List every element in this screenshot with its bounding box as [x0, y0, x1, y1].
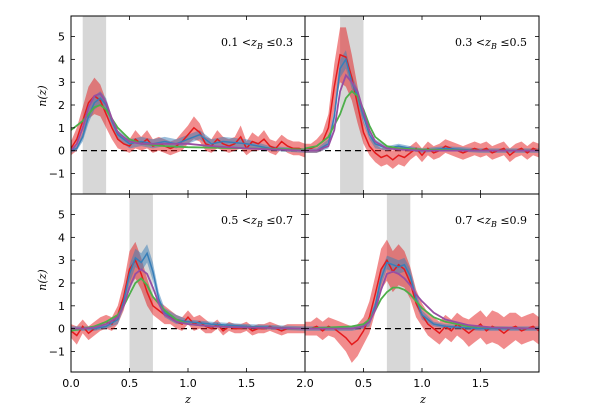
y-axis-label-bottom: n(z) [36, 269, 49, 290]
x-tick-label: 0.5 [121, 377, 139, 390]
y-tick-label: 0 [58, 145, 65, 158]
panel-title: 0.5 <zB ≤0.7 [221, 214, 293, 229]
y-tick-label: 2 [58, 99, 65, 112]
panel-3: 0.5 <zB ≤0.7 [70, 193, 306, 373]
y-tick-label: 3 [58, 254, 65, 267]
y-tick-label: 1 [58, 122, 65, 135]
purple-series-line [71, 268, 305, 330]
y-tick-label: 4 [58, 53, 65, 66]
panels: 0.1 <zB ≤0.3 0.3 <zB ≤0.5 0.5 <zB ≤0.7 0.7 … [70, 15, 540, 373]
y-tick-label: −1 [49, 345, 65, 358]
y-tick-label: 5 [58, 31, 65, 44]
purple-series-line [305, 270, 539, 330]
y-tick-label: 0 [58, 323, 65, 336]
blue-error-band [71, 244, 305, 331]
y-tick-label: 3 [58, 76, 65, 89]
green-series-line [71, 103, 305, 151]
x-tick-label: 0.5 [355, 377, 373, 390]
panel-4: 0.7 <zB ≤0.9 [304, 193, 540, 373]
y-tick-label: 1 [58, 300, 65, 313]
y-axis-label-top: n(z) [36, 85, 49, 106]
panel-2: 0.3 <zB ≤0.5 [304, 15, 540, 195]
x-tick-label: 1.5 [238, 377, 256, 390]
tick-labels: 5 4 3 2 1 0 −1 5 4 3 2 1 0 −1 0.0 0.5 1.0 1.5 2.0 0.5 1.0 1.5 [49, 31, 489, 390]
purple-series-line [305, 73, 539, 152]
panel-1: 0.1 <zB ≤0.3 [70, 15, 306, 195]
x-tick-label: 1.0 [179, 377, 197, 390]
panel-title: 0.1 <zB ≤0.3 [221, 36, 293, 51]
x-tick-label: 2.0 [296, 377, 314, 390]
blue-series-line [71, 251, 305, 330]
x-tick-label: 1.0 [413, 377, 431, 390]
y-tick-label: 2 [58, 277, 65, 290]
y-tick-label: 4 [58, 231, 65, 244]
x-tick-label: 0.0 [62, 377, 80, 390]
y-tick-label: −1 [49, 167, 65, 180]
x-tick-label: 1.5 [472, 377, 490, 390]
purple-series-line [71, 92, 305, 152]
green-series-line [305, 286, 539, 330]
panel-title: 0.7 <zB ≤0.9 [455, 214, 527, 229]
x-axis-label-right: z [419, 393, 426, 406]
red-series-line [71, 94, 305, 152]
x-axis-label-left: z [184, 393, 191, 406]
y-tick-label: 5 [58, 209, 65, 222]
panel-title: 0.3 <zB ≤0.5 [455, 36, 527, 51]
